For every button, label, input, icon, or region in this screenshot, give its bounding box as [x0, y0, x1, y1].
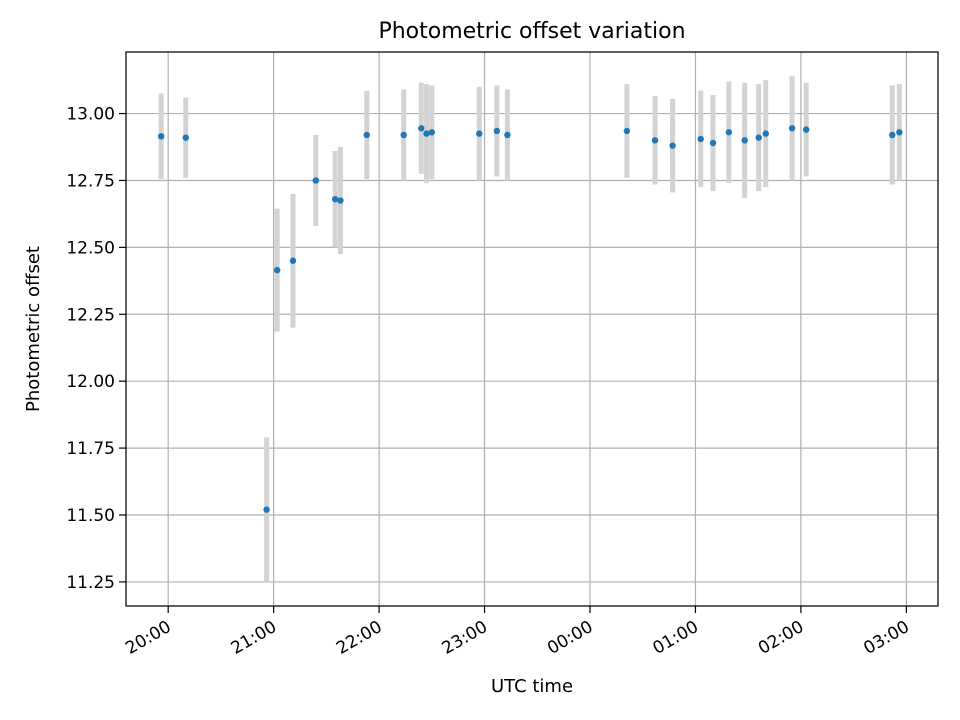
data-point: [741, 137, 748, 144]
data-point: [669, 142, 676, 149]
data-point: [337, 197, 344, 204]
data-point: [273, 266, 281, 274]
y-tick-label: 12.75: [66, 171, 115, 191]
y-tick-label: 13.00: [66, 105, 115, 125]
y-axis-label: Photometric offset: [23, 246, 44, 412]
data-point: [762, 130, 769, 137]
x-axis-label: UTC time: [491, 676, 573, 697]
data-point: [428, 129, 436, 136]
data-point: [623, 127, 631, 135]
data-point: [289, 257, 297, 264]
data-point: [182, 134, 189, 141]
data-point: [651, 137, 659, 144]
plot-frame: [125, 51, 939, 607]
data-point: [476, 130, 483, 137]
grid-layer: [126, 52, 938, 606]
y-axis: 11.25 11.50 11.75 12.00 12.25 12.50 12.75 13.00: [66, 105, 126, 593]
data-point: [400, 131, 407, 139]
data-point: [263, 506, 270, 513]
data-point: [418, 125, 425, 132]
data-point: [755, 134, 762, 141]
data-point: [423, 130, 430, 137]
data-point: [709, 139, 717, 147]
data-point: [725, 129, 733, 136]
y-tick-label: 12.50: [66, 238, 115, 258]
data-point: [157, 133, 165, 140]
y-tick-label: 11.75: [66, 439, 115, 459]
data-point: [697, 135, 704, 143]
data-point: [504, 131, 511, 139]
data-point: [331, 195, 339, 203]
data-point: [896, 129, 903, 136]
data-point: [802, 126, 810, 133]
y-tick-label: 12.00: [66, 372, 115, 392]
point-layer: [157, 125, 903, 513]
y-tick-label: 11.25: [66, 573, 115, 593]
y-tick-label: 12.25: [66, 305, 115, 325]
data-point: [788, 125, 796, 132]
data-point: [493, 127, 501, 135]
chart-title: Photometric offset variation: [378, 19, 685, 44]
y-tick-label: 11.50: [66, 506, 115, 526]
data-point: [312, 177, 320, 184]
data-point: [363, 131, 370, 139]
data-point: [889, 131, 896, 139]
